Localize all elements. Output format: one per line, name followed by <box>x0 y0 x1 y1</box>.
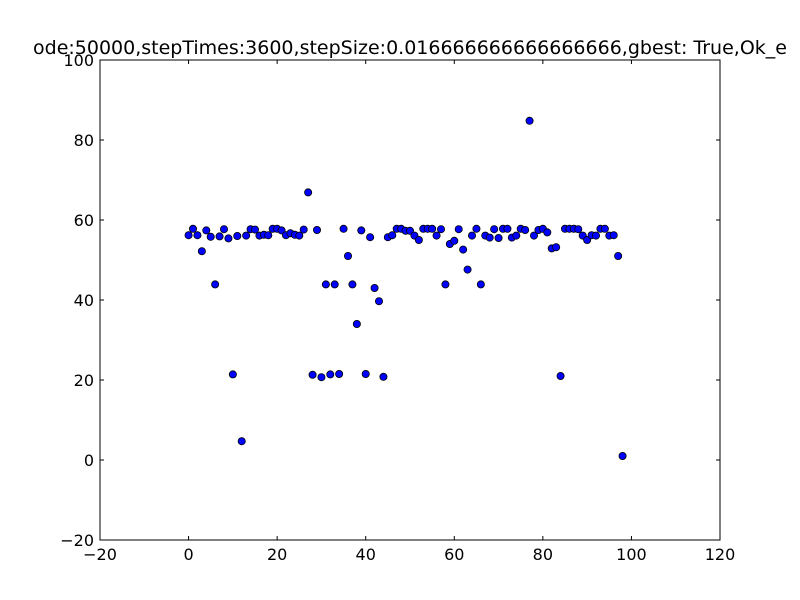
plot-frame <box>99 59 721 541</box>
chart-title: ode:50000,stepTimes:3600,stepSize:0.0166… <box>33 37 787 59</box>
y-tick-label: 80 <box>74 131 94 150</box>
y-tick-label: 100 <box>63 51 94 70</box>
data-point <box>436 225 445 234</box>
data-point <box>428 224 437 233</box>
data-point <box>206 232 215 241</box>
data-point <box>592 231 601 240</box>
data-point <box>193 231 202 240</box>
data-point <box>476 280 485 289</box>
x-tick-label: 20 <box>267 545 287 564</box>
y-tick-label: 20 <box>74 371 94 390</box>
data-point <box>335 369 344 378</box>
data-point <box>600 224 609 233</box>
axis-tick-labels: −20 0 20 40 60 80 100 120 −20 0 20 40 60 80 100 <box>60 51 735 564</box>
y-tick-label: 40 <box>74 291 94 310</box>
data-point <box>197 247 206 256</box>
data-point <box>215 232 224 241</box>
data-point <box>361 369 370 378</box>
data-point <box>339 224 348 233</box>
data-point <box>472 224 481 233</box>
data-point <box>467 231 476 240</box>
data-point <box>574 225 583 234</box>
data-point <box>295 231 304 240</box>
data-point <box>414 235 423 244</box>
data-point <box>312 225 321 234</box>
data-point <box>357 226 366 235</box>
x-tick-label: 100 <box>616 545 647 564</box>
data-points <box>184 116 627 460</box>
y-tick-label: 60 <box>74 211 94 230</box>
data-point <box>330 280 339 289</box>
data-point <box>552 243 561 252</box>
x-tick-label: 40 <box>356 545 376 564</box>
data-point <box>441 280 450 289</box>
data-point <box>233 231 242 240</box>
data-point <box>374 297 383 306</box>
data-point <box>366 233 375 242</box>
x-tick-label: −20 <box>83 545 117 564</box>
data-point <box>242 231 251 240</box>
y-tick-label: −20 <box>60 531 94 550</box>
data-point <box>432 231 441 240</box>
data-point <box>614 251 623 260</box>
data-point <box>530 231 539 240</box>
data-point <box>459 245 468 254</box>
data-point <box>525 116 534 125</box>
data-point <box>343 251 352 260</box>
data-point <box>326 370 335 379</box>
data-point <box>321 280 330 289</box>
data-point <box>317 373 326 382</box>
data-point <box>348 280 357 289</box>
x-tick-label: 80 <box>533 545 553 564</box>
data-point <box>219 225 228 234</box>
data-point <box>512 231 521 240</box>
data-point <box>609 231 618 240</box>
data-point <box>379 372 388 381</box>
data-point <box>370 283 379 292</box>
data-point <box>450 236 459 245</box>
data-point <box>184 231 193 240</box>
data-point <box>618 451 627 460</box>
x-tick-label: 0 <box>183 545 193 564</box>
data-point <box>485 233 494 242</box>
data-point <box>228 370 237 379</box>
data-point <box>490 225 499 234</box>
data-point <box>304 188 313 197</box>
data-point <box>494 233 503 242</box>
data-point <box>543 228 552 237</box>
y-tick-label: 0 <box>84 451 94 470</box>
data-point <box>454 225 463 234</box>
data-point <box>352 319 361 328</box>
data-point <box>521 225 530 234</box>
x-tick-label: 60 <box>444 545 464 564</box>
data-point <box>250 225 259 234</box>
data-point <box>237 437 246 446</box>
data-point <box>463 265 472 274</box>
plot-area-background <box>100 60 720 540</box>
data-point <box>224 234 233 243</box>
data-point <box>503 224 512 233</box>
data-point <box>556 371 565 380</box>
data-point <box>264 231 273 240</box>
data-point <box>388 231 397 240</box>
data-point <box>308 370 317 379</box>
data-point <box>299 225 308 234</box>
data-point <box>202 226 211 235</box>
data-point <box>211 280 220 289</box>
x-tick-label: 120 <box>705 545 736 564</box>
data-point <box>188 224 197 233</box>
